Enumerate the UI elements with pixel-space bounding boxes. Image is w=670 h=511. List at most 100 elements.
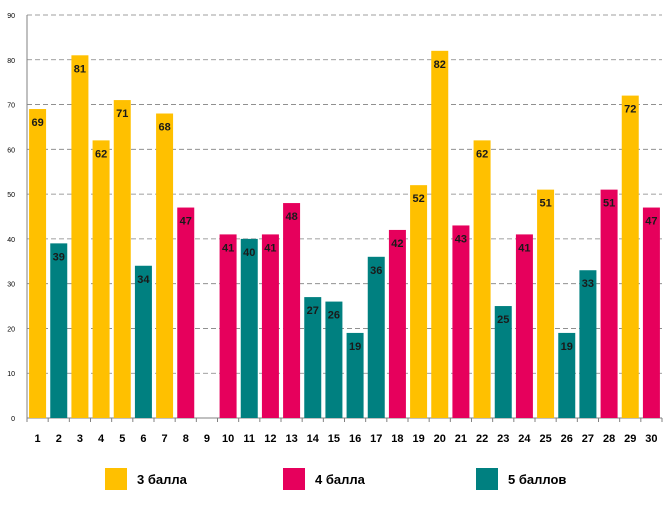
x-tick-label: 13 xyxy=(285,433,297,445)
data-label: 33 xyxy=(582,278,594,290)
data-label: 43 xyxy=(455,233,467,245)
x-tick-label: 17 xyxy=(370,433,382,445)
data-label: 26 xyxy=(328,310,340,322)
x-tick-label: 6 xyxy=(140,433,146,445)
data-label: 42 xyxy=(391,238,403,250)
x-tick-label: 28 xyxy=(603,433,615,445)
x-tick-label: 21 xyxy=(455,433,467,445)
x-tick-label: 26 xyxy=(561,433,573,445)
data-label: 25 xyxy=(497,314,509,326)
legend-label-3-balla: 3 балла xyxy=(137,471,187,487)
bar xyxy=(537,189,555,418)
x-tick-label: 5 xyxy=(119,433,125,445)
bar xyxy=(621,95,639,418)
x-tick-label: 22 xyxy=(476,433,488,445)
y-tick-label: 80 xyxy=(7,58,15,65)
data-label: 81 xyxy=(74,63,86,75)
data-label: 62 xyxy=(95,148,107,160)
data-label: 19 xyxy=(349,341,361,353)
y-tick-label: 90 xyxy=(7,13,15,20)
bar xyxy=(388,229,406,418)
data-label: 47 xyxy=(645,216,657,228)
y-tick-label: 40 xyxy=(7,237,15,244)
x-tick-label: 7 xyxy=(162,433,168,445)
bar xyxy=(219,234,237,418)
bar xyxy=(29,109,47,419)
x-tick-label: 29 xyxy=(624,433,636,445)
legend-label-4-balla: 4 балла xyxy=(315,471,365,487)
bar xyxy=(261,234,279,418)
data-label: 27 xyxy=(307,305,319,317)
data-label: 51 xyxy=(539,198,551,210)
x-tick-label: 8 xyxy=(183,433,189,445)
data-label: 41 xyxy=(222,242,234,254)
x-tick-label: 24 xyxy=(518,433,531,445)
bar-chart: 0102030405060708090691392813624715346687… xyxy=(7,13,663,445)
y-tick-label: 70 xyxy=(7,103,15,110)
x-tick-label: 16 xyxy=(349,433,361,445)
bar xyxy=(410,185,428,418)
legend-swatch-5-ballov xyxy=(476,468,498,490)
data-label: 69 xyxy=(31,117,43,129)
bar xyxy=(50,243,68,418)
x-tick-label: 15 xyxy=(328,433,340,445)
bar xyxy=(346,332,364,418)
x-tick-label: 18 xyxy=(391,433,403,445)
bar xyxy=(304,297,322,418)
data-label: 72 xyxy=(624,104,636,116)
bar xyxy=(92,140,110,418)
bar xyxy=(177,207,195,418)
bar xyxy=(600,189,618,418)
y-tick-label: 30 xyxy=(7,282,15,289)
y-tick-label: 20 xyxy=(7,326,15,333)
bar xyxy=(579,270,597,418)
data-label: 82 xyxy=(434,59,446,71)
data-label: 71 xyxy=(116,108,128,120)
y-tick-label: 10 xyxy=(7,371,15,378)
x-tick-label: 25 xyxy=(539,433,551,445)
bar xyxy=(494,306,512,418)
x-tick-label: 30 xyxy=(645,433,657,445)
x-tick-label: 19 xyxy=(412,433,424,445)
x-tick-label: 2 xyxy=(56,433,62,445)
bar xyxy=(325,301,343,418)
data-label: 52 xyxy=(412,193,424,205)
legend-swatch-4-balla xyxy=(283,468,305,490)
bar xyxy=(515,234,533,418)
data-label: 40 xyxy=(243,247,255,259)
legend-item-4-balla: 4 балла xyxy=(283,467,365,491)
x-tick-label: 20 xyxy=(434,433,446,445)
data-label: 48 xyxy=(285,211,297,223)
y-tick-label: 50 xyxy=(7,192,15,199)
data-label: 36 xyxy=(370,265,382,277)
data-label: 19 xyxy=(561,341,573,353)
bar xyxy=(642,207,660,418)
x-tick-label: 10 xyxy=(222,433,234,445)
data-label: 39 xyxy=(53,251,65,263)
legend-swatch-3-balla xyxy=(105,468,127,490)
x-tick-label: 27 xyxy=(582,433,594,445)
x-tick-label: 4 xyxy=(98,433,105,445)
y-tick-label: 60 xyxy=(7,147,15,154)
data-label: 68 xyxy=(158,122,170,134)
x-tick-label: 23 xyxy=(497,433,509,445)
data-label: 62 xyxy=(476,148,488,160)
data-label: 34 xyxy=(137,274,150,286)
bar xyxy=(558,332,576,418)
x-tick-label: 14 xyxy=(307,433,320,445)
bar xyxy=(367,256,385,418)
data-label: 41 xyxy=(518,242,530,254)
bar xyxy=(473,140,491,418)
legend-label-5-ballov: 5 баллов xyxy=(508,471,567,487)
legend-item-5-ballov: 5 баллов xyxy=(476,467,566,491)
legend-item-3-balla: 3 балла xyxy=(105,467,187,491)
data-label: 51 xyxy=(603,198,615,210)
x-tick-label: 3 xyxy=(77,433,83,445)
x-tick-label: 1 xyxy=(35,433,41,445)
x-tick-label: 11 xyxy=(243,433,255,445)
bar xyxy=(156,113,174,418)
bar xyxy=(240,238,258,418)
x-tick-label: 12 xyxy=(264,433,276,445)
bar xyxy=(283,203,301,418)
bar xyxy=(431,50,449,418)
